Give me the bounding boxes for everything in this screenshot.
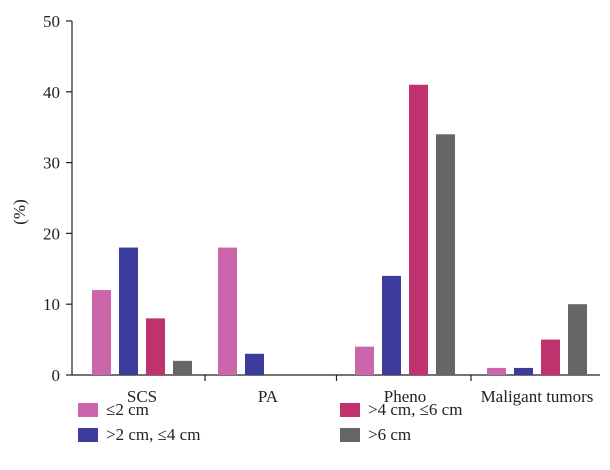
bar: [218, 247, 237, 375]
bar: [92, 290, 111, 375]
y-tick-label: 20: [43, 224, 60, 243]
bar: [146, 318, 165, 375]
bar: [355, 346, 374, 375]
bar: [436, 134, 455, 375]
bar: [487, 367, 506, 375]
y-tick-label: 30: [43, 154, 60, 173]
bar: [245, 353, 264, 375]
y-axis-label: (%): [10, 199, 29, 224]
bar: [409, 84, 428, 375]
bar: [382, 275, 401, 375]
bar: [119, 247, 138, 375]
chart-ticks: 0 10 20 30 40 50 SCS PA Pheno Maligant tumors: [43, 12, 593, 406]
bar: [173, 360, 192, 375]
x-tick-label: PA: [258, 387, 279, 406]
chart-bars: [92, 84, 587, 375]
x-tick-label: SCS: [127, 387, 157, 406]
y-tick-label: 50: [43, 12, 60, 31]
bar: [568, 304, 587, 375]
y-tick-label: 0: [52, 366, 61, 385]
bar: [541, 339, 560, 375]
x-tick-label: Pheno: [384, 387, 427, 406]
bar: [514, 367, 533, 375]
y-tick-label: 10: [43, 295, 60, 314]
y-tick-label: 40: [43, 83, 60, 102]
x-tick-label: Maligant tumors: [481, 387, 594, 406]
